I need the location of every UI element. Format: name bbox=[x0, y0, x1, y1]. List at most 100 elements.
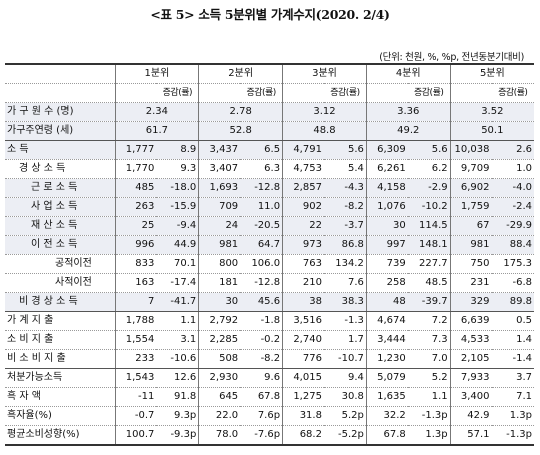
cell-change: -4.0 bbox=[491, 178, 534, 198]
cell-change: 67.8 bbox=[240, 387, 283, 407]
cell-change: -41.7 bbox=[156, 292, 199, 312]
change-header: 증감(률) bbox=[407, 83, 451, 103]
cell-change: -17.4 bbox=[156, 273, 199, 293]
row-label: 평균소비성향(%) bbox=[5, 425, 116, 446]
cell-change: 6.3 bbox=[240, 159, 283, 179]
cell-change: -18.0 bbox=[156, 178, 199, 198]
cell-value: 52.8 bbox=[198, 121, 283, 141]
cell-value: 3,516 bbox=[282, 311, 324, 331]
row-label: 처분가능소득 bbox=[5, 368, 116, 388]
cell-value: 181 bbox=[198, 273, 241, 293]
header-blank bbox=[449, 83, 492, 103]
cell-value: 1,777 bbox=[114, 140, 157, 160]
cell-value: 3,444 bbox=[365, 330, 408, 350]
cell-value: 10,038 bbox=[449, 140, 492, 160]
income-expenditure-table: 1분위 2분위 3분위 4분위 5분위 증감(률) 증감(률) 증감(률) 증감… bbox=[5, 63, 534, 446]
cell-change: -20.5 bbox=[240, 216, 283, 236]
cell-value: 1,788 bbox=[114, 311, 157, 331]
cell-value: 2,792 bbox=[198, 311, 241, 331]
cell-change: 70.1 bbox=[156, 254, 199, 274]
header-blank bbox=[198, 83, 241, 103]
row-label: 비 경 상 소 득 bbox=[5, 292, 116, 312]
cell-value: 1,693 bbox=[198, 178, 241, 198]
cell-change: -0.2 bbox=[240, 330, 283, 350]
quintile-header: 3분위 bbox=[282, 63, 367, 84]
cell-change: -29.9 bbox=[491, 216, 534, 236]
cell-change: 175.3 bbox=[491, 254, 534, 274]
cell-value: 1,275 bbox=[282, 387, 324, 407]
cell-change: 9.6 bbox=[240, 368, 283, 388]
cell-change: 8.9 bbox=[156, 140, 199, 160]
cell-value: 2.34 bbox=[114, 102, 199, 122]
cell-value: 2,740 bbox=[282, 330, 324, 350]
table-row: 가 계 지 출 1,788 1.1 2,792 -1.8 3,516 -1.3 4,674 7.… bbox=[5, 311, 534, 331]
cell-value: 2.78 bbox=[198, 102, 283, 122]
cell-value: 2,930 bbox=[198, 368, 241, 388]
cell-change: 7.3 bbox=[407, 330, 451, 350]
cell-value: 4,674 bbox=[365, 311, 408, 331]
cell-change: -8.2 bbox=[323, 197, 367, 217]
cell-value: 50.1 bbox=[449, 121, 534, 141]
cell-change: 64.7 bbox=[240, 235, 283, 255]
table-row: 흑자율(%) -0.7 9.3p 22.0 7.6p 31.8 5.2p 32.2 -1.3p 4… bbox=[5, 406, 534, 426]
row-label: 소 득 bbox=[5, 140, 116, 160]
cell-change: 227.7 bbox=[407, 254, 451, 274]
change-header: 증감(률) bbox=[491, 83, 534, 103]
cell-change: 38.3 bbox=[323, 292, 367, 312]
cell-value: 231 bbox=[449, 273, 492, 293]
cell-value: 739 bbox=[365, 254, 408, 274]
cell-change: 6.2 bbox=[407, 159, 451, 179]
cell-change: -2.4 bbox=[491, 197, 534, 217]
cell-change: 91.8 bbox=[156, 387, 199, 407]
row-label: 소 비 지 출 bbox=[5, 330, 116, 350]
cell-change: 1.7 bbox=[323, 330, 367, 350]
cell-value: 32.2 bbox=[365, 406, 408, 426]
cell-change: 11.0 bbox=[240, 197, 283, 217]
table-row: 비 소 비 지 출 233 -10.6 508 -8.2 776 -10.7 1,230 7.0… bbox=[5, 349, 534, 369]
header-blank bbox=[5, 83, 116, 103]
cell-change: 148.1 bbox=[407, 235, 451, 255]
cell-change: -9.4 bbox=[156, 216, 199, 236]
quintile-header: 5분위 bbox=[449, 63, 534, 84]
cell-change: 5.2 bbox=[407, 368, 451, 388]
cell-change: 114.5 bbox=[407, 216, 451, 236]
cell-change: 30.8 bbox=[323, 387, 367, 407]
cell-value: 973 bbox=[282, 235, 324, 255]
cell-change: -10.2 bbox=[407, 197, 451, 217]
cell-change: -1.8 bbox=[240, 311, 283, 331]
cell-change: 7.0 bbox=[407, 349, 451, 369]
table-title: <표 5> 소득 5분위별 가계수지(2020. 2/4) bbox=[150, 7, 390, 22]
cell-value: 24 bbox=[198, 216, 241, 236]
table-row: 근 로 소 득 485 -18.0 1,693 -12.8 2,857 -4.3 4,158-… bbox=[5, 178, 534, 198]
cell-value: 6,639 bbox=[449, 311, 492, 331]
cell-value: 210 bbox=[282, 273, 324, 293]
cell-change: -5.2p bbox=[323, 425, 367, 446]
cell-change: 7.2 bbox=[407, 311, 451, 331]
cell-value: 31.8 bbox=[282, 406, 324, 426]
table-row: 처분가능소득 1,543 12.6 2,930 9.6 4,015 9.4 5,079 5.2 7… bbox=[5, 368, 534, 388]
header-blank bbox=[365, 83, 408, 103]
table-row: 재 산 소 득 25 -9.4 24 -20.5 22 -3.7 30 114.5 67 -29.9 bbox=[5, 216, 534, 236]
row-label: 이 전 소 득 bbox=[5, 235, 116, 255]
header-row-quintiles: 1분위 2분위 3분위 4분위 5분위 bbox=[5, 63, 534, 84]
cell-value: 9,709 bbox=[449, 159, 492, 179]
header-row-change: 증감(률) 증감(률) 증감(률) 증감(률) 증감(률) bbox=[5, 83, 534, 103]
cell-value: 645 bbox=[198, 387, 241, 407]
table-row: 이 전 소 득 996 44.9 981 64.7 973 86.8 997 148.1 981 8… bbox=[5, 235, 534, 255]
row-label: 재 산 소 득 bbox=[5, 216, 116, 236]
cell-value: 30 bbox=[365, 216, 408, 236]
row-label: 공적이전 bbox=[5, 254, 116, 274]
header-blank bbox=[114, 83, 157, 103]
cell-change: 9.4 bbox=[323, 368, 367, 388]
cell-change: 5.2p bbox=[323, 406, 367, 426]
header-blank bbox=[5, 63, 116, 84]
cell-change: 1.3p bbox=[491, 406, 534, 426]
cell-change: 3.1 bbox=[156, 330, 199, 350]
cell-change: 6.5 bbox=[240, 140, 283, 160]
cell-change: 7.6p bbox=[240, 406, 283, 426]
cell-value: 902 bbox=[282, 197, 324, 217]
cell-value: 3,407 bbox=[198, 159, 241, 179]
cell-change: 134.2 bbox=[323, 254, 367, 274]
row-label: 사 업 소 득 bbox=[5, 197, 116, 217]
cell-value: 4,533 bbox=[449, 330, 492, 350]
